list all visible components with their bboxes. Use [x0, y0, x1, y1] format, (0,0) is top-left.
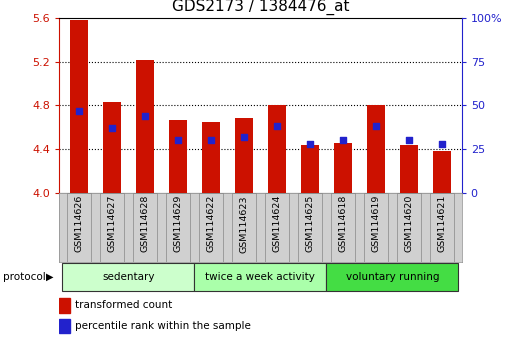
- Bar: [59, 319, 70, 333]
- Text: voluntary running: voluntary running: [346, 272, 439, 282]
- Bar: [70, 20, 88, 193]
- Text: GSM114623: GSM114623: [240, 195, 248, 252]
- Text: GSM114627: GSM114627: [107, 195, 116, 252]
- Text: GSM114625: GSM114625: [305, 195, 314, 252]
- Bar: [268, 105, 286, 193]
- Bar: [133, 193, 156, 262]
- Bar: [67, 193, 90, 262]
- Point: [405, 137, 413, 143]
- Bar: [298, 193, 322, 262]
- Bar: [400, 145, 418, 193]
- Bar: [326, 263, 459, 291]
- Text: sedentary: sedentary: [102, 272, 154, 282]
- Bar: [136, 61, 154, 193]
- Point: [108, 125, 116, 131]
- Point: [273, 124, 281, 129]
- Bar: [166, 193, 189, 262]
- Point: [174, 137, 182, 143]
- Text: percentile rank within the sample: percentile rank within the sample: [75, 321, 251, 331]
- Bar: [199, 193, 223, 262]
- Text: GSM114629: GSM114629: [173, 195, 182, 252]
- Bar: [265, 193, 289, 262]
- Bar: [364, 193, 388, 262]
- Bar: [59, 298, 70, 313]
- Point: [306, 141, 314, 147]
- Bar: [235, 119, 253, 193]
- Bar: [62, 263, 194, 291]
- Text: GSM114621: GSM114621: [438, 195, 446, 252]
- Text: GSM114626: GSM114626: [74, 195, 83, 252]
- Bar: [301, 145, 319, 193]
- Bar: [169, 120, 187, 193]
- Bar: [433, 151, 451, 193]
- Bar: [334, 143, 352, 193]
- Point: [75, 108, 83, 113]
- Point: [339, 137, 347, 143]
- Bar: [331, 193, 354, 262]
- Text: GSM114624: GSM114624: [272, 195, 281, 252]
- Text: GSM114628: GSM114628: [141, 195, 149, 252]
- Bar: [397, 193, 421, 262]
- Title: GDS2173 / 1384476_at: GDS2173 / 1384476_at: [171, 0, 349, 15]
- Text: transformed count: transformed count: [75, 301, 172, 310]
- Point: [240, 134, 248, 140]
- Point: [438, 141, 446, 147]
- Text: GSM114619: GSM114619: [371, 195, 380, 252]
- Bar: [232, 193, 255, 262]
- Point: [141, 113, 149, 119]
- Text: twice a week activity: twice a week activity: [205, 272, 315, 282]
- Text: ▶: ▶: [46, 272, 54, 282]
- Bar: [194, 263, 326, 291]
- Text: protocol: protocol: [3, 272, 45, 282]
- Bar: [103, 102, 121, 193]
- Bar: [367, 105, 385, 193]
- Point: [372, 124, 380, 129]
- Bar: [202, 122, 220, 193]
- Bar: [430, 193, 453, 262]
- Point: [207, 137, 215, 143]
- Text: GSM114618: GSM114618: [339, 195, 347, 252]
- Text: GSM114620: GSM114620: [404, 195, 413, 252]
- Bar: [100, 193, 124, 262]
- Text: GSM114622: GSM114622: [206, 195, 215, 252]
